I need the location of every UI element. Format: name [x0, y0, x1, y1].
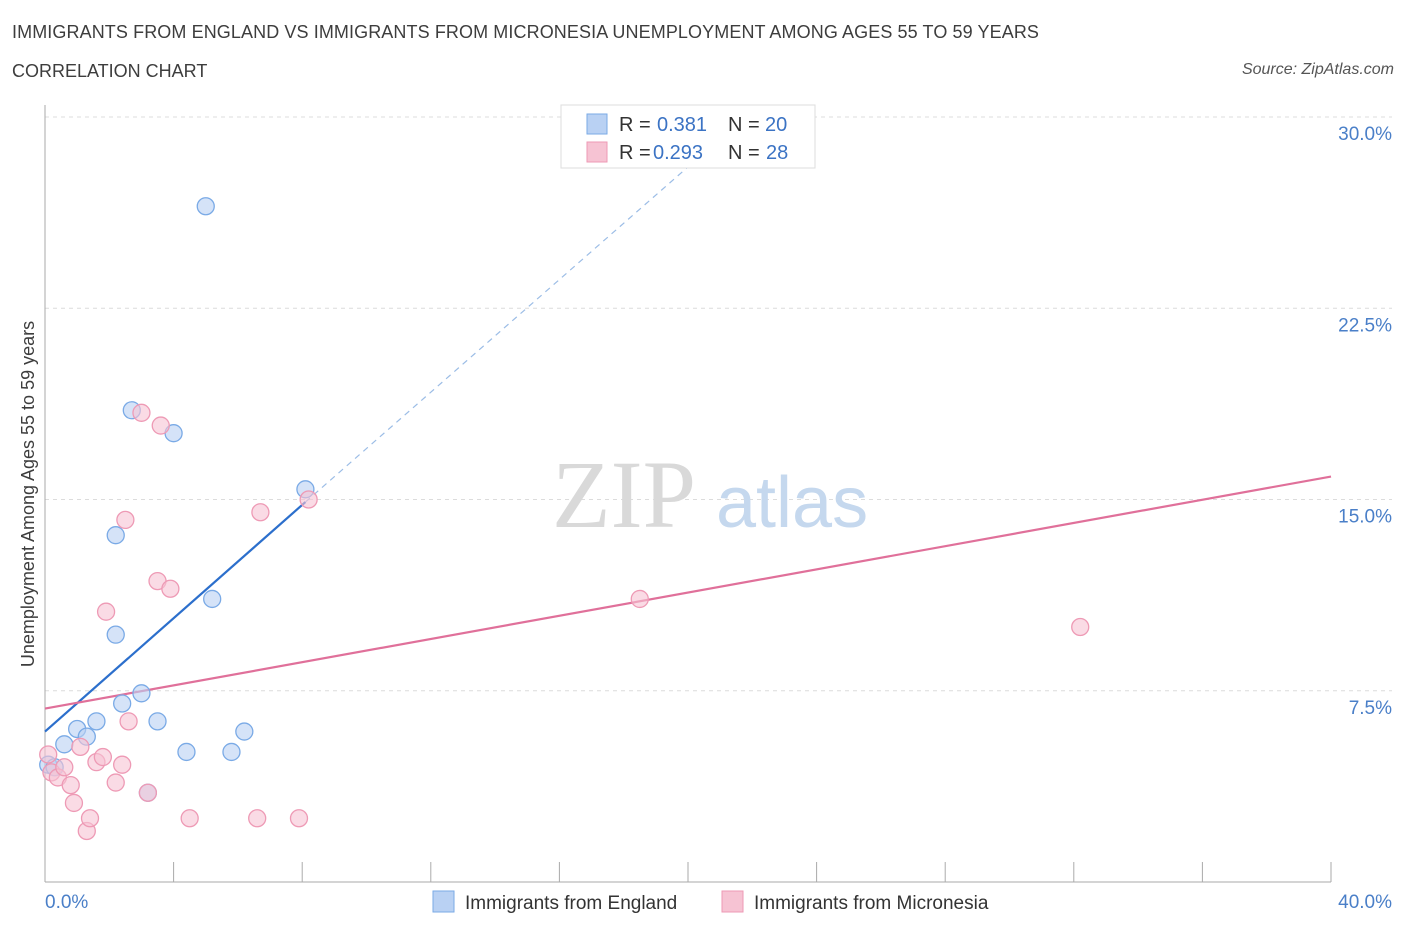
- legend-r-label-england: R =: [619, 114, 651, 136]
- data-point-series-0: [148, 712, 167, 731]
- data-point-series-1: [106, 773, 125, 792]
- data-point-series-1: [299, 490, 318, 509]
- series-legend-label-england: Immigrants from England: [465, 893, 677, 914]
- data-point-series-1: [113, 755, 132, 774]
- data-point-series-1: [151, 416, 170, 435]
- y-tick-labels: 7.5% 15.0% 22.5% 30.0%: [1338, 124, 1392, 719]
- data-point-series-1: [289, 809, 309, 828]
- legend-n-label-england: N =: [728, 114, 760, 136]
- trend-line-series-1: [44, 475, 1332, 710]
- data-point-series-1: [180, 809, 199, 828]
- data-point-series-0: [196, 197, 215, 216]
- chart-source: Source: ZipAtlas.com: [1241, 61, 1394, 78]
- trend-lines: [44, 124, 1332, 733]
- x-ticks: [44, 862, 1332, 882]
- legend-swatch-england: [586, 113, 608, 135]
- watermark-zip: ZIP: [552, 441, 696, 548]
- data-point-series-1: [64, 793, 84, 813]
- watermark: ZIP atlas: [552, 441, 868, 548]
- data-point-series-1: [630, 589, 649, 609]
- y-tick-label: 30.0%: [1338, 124, 1392, 145]
- data-point-series-1: [96, 602, 116, 621]
- data-point-series-0: [203, 589, 222, 609]
- legend-r-value-england: 0.381: [657, 114, 707, 136]
- data-point-series-1: [71, 737, 90, 756]
- chart-subtitle: CORRELATION CHART: [12, 61, 208, 81]
- data-point-series-1: [80, 809, 100, 828]
- legend-r-label-micronesia: R =: [619, 142, 651, 164]
- data-point-series-0: [222, 742, 241, 762]
- watermark-atlas: atlas: [716, 463, 868, 543]
- series-legend: Immigrants from England Immigrants from …: [432, 890, 989, 914]
- series-legend-swatch-micronesia: [721, 890, 744, 913]
- data-points: [39, 197, 1090, 841]
- data-point-series-1: [161, 579, 180, 598]
- data-point-series-0: [113, 694, 132, 713]
- data-point-series-1: [55, 758, 74, 777]
- data-point-series-0: [106, 625, 125, 644]
- data-point-series-1: [248, 809, 267, 828]
- data-point-series-0: [235, 722, 254, 741]
- data-point-series-1: [1071, 617, 1090, 637]
- trend-line-extension-series-0: [305, 124, 737, 503]
- correlation-legend: R = 0.381 N = 20 R = 0.293 N = 28: [560, 104, 816, 169]
- trend-line-series-0: [44, 501, 307, 733]
- data-point-series-0: [177, 742, 196, 762]
- data-point-series-1: [39, 745, 58, 764]
- legend-n-value-england: 20: [765, 114, 787, 136]
- data-point-series-1: [119, 712, 138, 731]
- data-point-series-1: [116, 510, 135, 530]
- legend-r-value-micronesia: 0.293: [653, 142, 703, 164]
- data-point-series-1: [132, 403, 151, 422]
- data-point-series-0: [55, 735, 74, 754]
- y-axis-label: Unemployment Among Ages 55 to 59 years: [18, 321, 38, 667]
- legend-n-value-micronesia: 28: [766, 142, 788, 164]
- legend-swatch-micronesia: [586, 141, 608, 163]
- series-legend-label-micronesia: Immigrants from Micronesia: [754, 893, 989, 914]
- x-tick-max: 40.0%: [1338, 892, 1392, 913]
- data-point-series-0: [132, 684, 151, 703]
- y-tick-label: 7.5%: [1349, 698, 1392, 719]
- data-point-series-1: [61, 775, 80, 795]
- data-point-series-0: [87, 712, 106, 731]
- series-legend-swatch-england: [432, 890, 455, 913]
- data-point-series-0: [106, 526, 125, 545]
- gridlines: [45, 116, 1392, 692]
- data-point-series-1: [138, 783, 158, 802]
- legend-n-label-micronesia: N =: [728, 142, 760, 164]
- y-tick-label: 22.5%: [1338, 315, 1392, 336]
- y-tick-label: 15.0%: [1338, 507, 1392, 528]
- data-point-series-1: [251, 503, 270, 522]
- data-point-series-1: [93, 747, 113, 767]
- chart-title: IMMIGRANTS FROM ENGLAND VS IMMIGRANTS FR…: [12, 22, 1040, 42]
- x-tick-min: 0.0%: [45, 892, 88, 913]
